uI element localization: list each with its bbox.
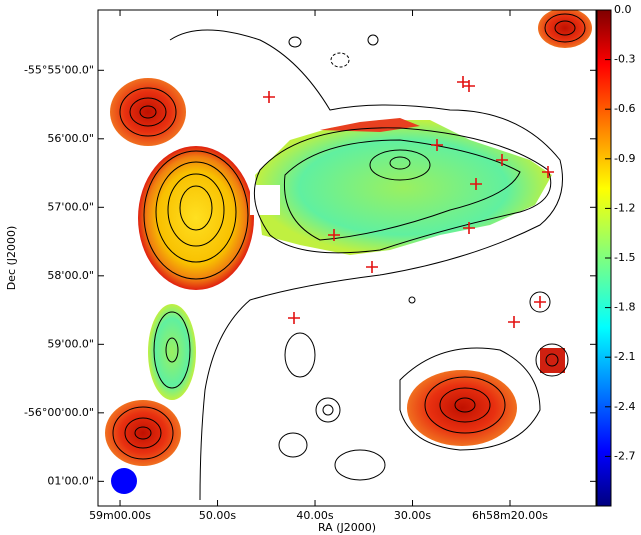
y-tick-label: 01'00.0" (47, 474, 94, 487)
contours (112, 13, 586, 501)
colorbar-tick-label: 0.0 (614, 3, 632, 16)
x-tick-label: 50.00s (199, 509, 236, 522)
plot-frame (97, 9, 597, 507)
image-layer (105, 10, 592, 501)
y-tick-label: 58'00.0" (47, 269, 94, 282)
y-axis-label: Dec (J2000) (5, 226, 18, 291)
emission-blob (105, 400, 181, 466)
x-axis-label: RA (J2000) (318, 521, 376, 534)
emission-blob (540, 348, 565, 373)
x-tick-label: 30.00s (394, 509, 431, 522)
source-markers (263, 76, 554, 328)
colorbar-tick-label: -0.9 (614, 152, 635, 165)
x-tick-label: 40.00s (296, 509, 333, 522)
x-tick-label: 6h58m20.00s (472, 509, 548, 522)
emission-band (255, 120, 552, 255)
y-tick-label: 56'00.0" (47, 132, 94, 145)
y-tick-label: -56°00'00.0" (24, 406, 94, 419)
beam (111, 468, 137, 494)
emission-blob (148, 304, 196, 400)
colorbar-tick-label: -1.5 (614, 251, 635, 264)
colorbar-tick-label: -2.7 (614, 449, 635, 462)
emission-blob (407, 370, 517, 446)
colorbar-tick-label: -1.2 (614, 201, 635, 214)
colorbar-tick-label: -2.4 (614, 400, 635, 413)
y-tick-label: 57'00.0" (47, 200, 94, 213)
colorbar-tick-label: -1.8 (614, 301, 635, 314)
colorbar-tick-label: -2.1 (614, 350, 635, 363)
x-tick-label: 59m00.00s (89, 509, 151, 522)
y-tick-label: 59'00.0" (47, 337, 94, 350)
colorbar-tick-label: -0.3 (614, 53, 635, 66)
emission-blob (138, 146, 254, 290)
colorbar-tick-label: -0.6 (614, 102, 635, 115)
emission-edge (320, 118, 420, 132)
y-tick-label: -55°55'00.0" (24, 63, 94, 76)
